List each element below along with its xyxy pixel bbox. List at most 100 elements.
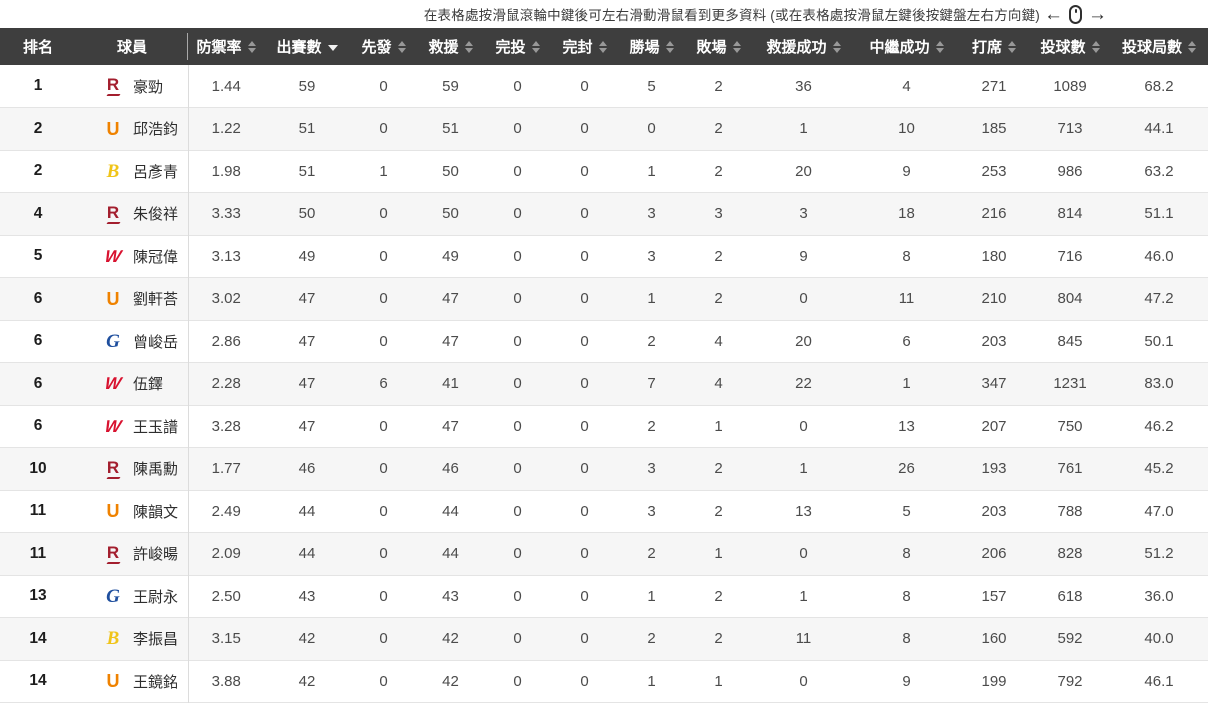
stat-cell-era: 2.09 (211, 545, 241, 563)
rank-cell: 14 (29, 629, 47, 647)
stat-cell-cg: 0 (513, 460, 522, 478)
column-header-ip[interactable]: 投球局數 (1110, 28, 1208, 65)
player-cell: R 豪勁 (76, 65, 189, 108)
player-name[interactable]: 陳冠偉 (133, 248, 179, 266)
stat-cell-pitches: 716 (1057, 247, 1083, 265)
stat-cell-cg: 0 (513, 672, 522, 690)
stat-cell-starts: 0 (379, 502, 388, 520)
rank-cell: 10 (29, 459, 47, 477)
stat-cell-bf: 185 (981, 120, 1007, 138)
stat-cell-losses: 2 (714, 630, 723, 648)
stat-cell-bf: 207 (981, 417, 1007, 435)
player-name[interactable]: 陳禹勳 (133, 461, 179, 479)
stat-cell-bf: 206 (981, 545, 1007, 563)
column-header-wins[interactable]: 勝場 (618, 28, 685, 65)
player-name[interactable]: 曾峻岳 (133, 333, 179, 351)
stat-cell-cg: 0 (513, 290, 522, 308)
sort-icon[interactable] (1008, 40, 1016, 53)
sort-icon[interactable] (1091, 40, 1100, 53)
column-header-relief[interactable]: 救援 (417, 28, 484, 65)
column-header-saves[interactable]: 救援成功 (752, 28, 855, 65)
stat-cell-sho: 0 (580, 502, 589, 520)
column-header-starts[interactable]: 先發 (350, 28, 417, 65)
rank-cell: 2 (33, 119, 43, 137)
stat-cell-relief: 51 (442, 120, 459, 138)
column-header-holds[interactable]: 中繼成功 (855, 28, 958, 65)
stat-cell-era: 1.22 (211, 120, 241, 138)
stat-cell-games: 51 (298, 162, 316, 180)
sort-desc-icon[interactable] (327, 44, 338, 51)
player-name[interactable]: 豪勁 (133, 78, 164, 96)
player-name[interactable]: 伍鐸 (133, 376, 164, 394)
column-label: 救援成功 (766, 39, 827, 56)
stat-cell-pitches: 792 (1057, 672, 1083, 690)
table-row: 6 G 曾峻岳 2.86 47 0 47 0 0 2 4 20 6 203 845 50.1 (0, 320, 1208, 363)
player-name[interactable]: 呂彥青 (133, 163, 179, 181)
stat-cell-ip: 46.1 (1144, 672, 1174, 690)
stat-cell-starts: 0 (379, 460, 388, 478)
player-cell: U 劉軒荅 (76, 277, 189, 320)
player-name[interactable]: 許峻暘 (133, 546, 179, 564)
team-logo-dragons-icon: W (103, 416, 123, 436)
stat-cell-bf: 157 (981, 587, 1007, 605)
stat-cell-relief: 44 (442, 502, 459, 520)
column-header-bf[interactable]: 打席 (958, 28, 1030, 65)
sort-icon[interactable] (665, 40, 674, 53)
player-name[interactable]: 王玉譜 (133, 418, 179, 436)
sort-icon[interactable] (464, 40, 473, 53)
team-logo-unilions-icon: U (106, 288, 120, 309)
team-logo-brothers-icon: B (106, 628, 120, 650)
player-name[interactable]: 陳韻文 (133, 503, 179, 521)
column-header-sho[interactable]: 完封 (551, 28, 618, 65)
stat-cell-losses: 2 (714, 77, 723, 95)
stat-cell-era: 2.50 (211, 587, 241, 605)
sort-icon[interactable] (531, 40, 540, 53)
sort-icon[interactable] (598, 40, 607, 53)
column-header-losses[interactable]: 敗場 (685, 28, 752, 65)
sort-icon[interactable] (935, 40, 944, 53)
stat-cell-relief: 46 (442, 460, 459, 478)
column-header-pitches[interactable]: 投球數 (1030, 28, 1110, 65)
stat-cell-cg: 0 (513, 375, 522, 393)
stat-cell-games: 43 (298, 587, 316, 605)
column-header-games[interactable]: 出賽數 (264, 28, 350, 65)
stat-cell-bf: 199 (981, 672, 1007, 690)
stat-cell-ip: 68.2 (1144, 77, 1174, 95)
stat-cell-wins: 5 (647, 77, 656, 95)
stat-cell-bf: 203 (981, 332, 1007, 350)
column-header-era[interactable]: 防禦率 (188, 28, 264, 65)
player-name[interactable]: 王尉永 (133, 588, 179, 606)
sort-icon[interactable] (1188, 40, 1196, 53)
sort-icon[interactable] (247, 40, 256, 53)
team-logo-guardians-icon: G (106, 330, 120, 352)
table-row: 2 U 邱浩鈞 1.22 51 0 51 0 0 0 2 1 10 185 713 44.1 (0, 107, 1208, 150)
stat-cell-wins: 3 (647, 205, 656, 223)
stat-cell-cg: 0 (513, 247, 522, 265)
stat-cell-pitches: 761 (1057, 460, 1083, 478)
rank-cell: 4 (33, 204, 43, 222)
stat-cell-cg: 0 (513, 205, 522, 223)
column-header-cg[interactable]: 完投 (484, 28, 551, 65)
sort-icon[interactable] (832, 40, 841, 53)
column-label: 救援 (428, 39, 459, 56)
stat-cell-pitches: 592 (1057, 630, 1083, 648)
team-logo-rakuten-icon: R (106, 542, 120, 562)
stat-cell-relief: 43 (442, 587, 459, 605)
player-name[interactable]: 李振昌 (133, 631, 179, 649)
stat-cell-sho: 0 (580, 162, 589, 180)
sort-icon[interactable] (397, 40, 406, 53)
stat-cell-holds: 18 (898, 205, 915, 223)
player-name[interactable]: 劉軒荅 (133, 291, 179, 309)
sort-icon[interactable] (732, 40, 741, 53)
pitcher-stats-table[interactable]: 排名 球員 防禦率 出賽數 先發 救援 完投 完封 勝場 敗場 救援成功 中繼成功 打席 投球數 投球局數 … (0, 28, 1208, 703)
stat-cell-wins: 2 (647, 332, 656, 350)
stat-cell-holds: 8 (902, 545, 911, 563)
player-name[interactable]: 邱浩鈞 (133, 121, 179, 139)
stat-cell-bf: 193 (981, 460, 1007, 478)
stat-cell-wins: 1 (647, 587, 656, 605)
stat-cell-starts: 0 (379, 247, 388, 265)
player-name[interactable]: 王鏡銘 (133, 673, 179, 691)
player-name[interactable]: 朱俊祥 (133, 206, 179, 224)
table-row: 6 U 劉軒荅 3.02 47 0 47 0 0 1 2 0 11 210 804 47.2 (0, 277, 1208, 320)
